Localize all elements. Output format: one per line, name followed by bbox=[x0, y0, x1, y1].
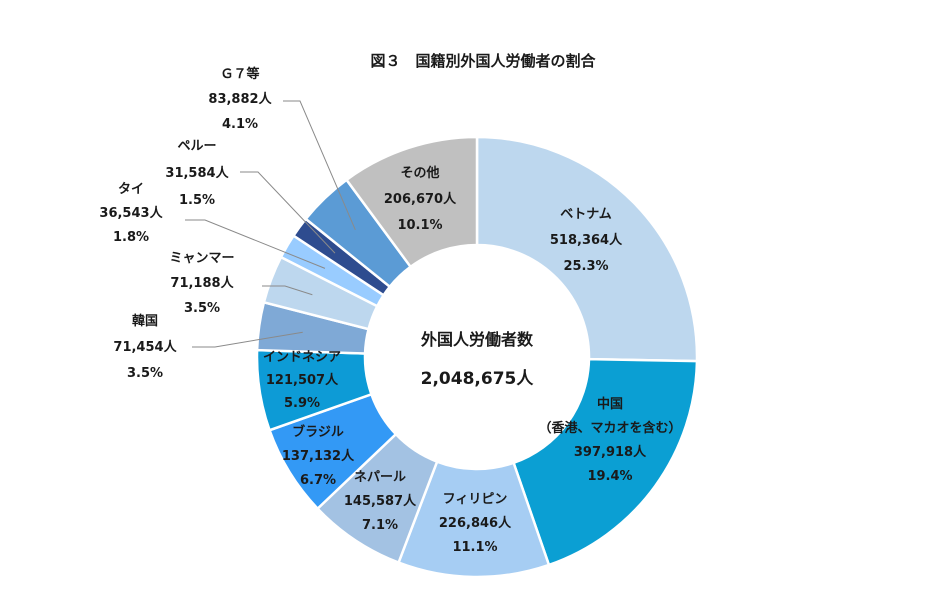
label-g7-line1: Ｇ７等 bbox=[220, 66, 259, 82]
label-g7-line3: 4.1% bbox=[222, 117, 258, 132]
label-myanmar-line2: 71,188人 bbox=[170, 275, 234, 291]
label-vietnam-line1: ベトナム bbox=[560, 207, 612, 222]
label-philippines-line3: 11.1% bbox=[452, 540, 497, 555]
label-nepal-line2: 145,587人 bbox=[344, 493, 417, 509]
label-vietnam-line3: 25.3% bbox=[563, 259, 608, 274]
label-china-line1: 中国 bbox=[597, 396, 623, 412]
center-value: 2,048,675人 bbox=[421, 369, 535, 389]
slices-group bbox=[255, 135, 699, 579]
label-vietnam-line2: 518,364人 bbox=[550, 232, 623, 248]
label-indonesia-line1: インドネシア bbox=[263, 350, 341, 365]
label-philippines-line1: フィリピン bbox=[443, 492, 508, 507]
label-korea-line2: 71,454人 bbox=[113, 339, 177, 355]
label-korea-line1: 韓国 bbox=[132, 313, 158, 329]
slice-other bbox=[344, 135, 479, 269]
label-china-line3: 397,918人 bbox=[574, 444, 647, 460]
leader-lines bbox=[185, 100, 356, 348]
leader-korea bbox=[192, 331, 303, 348]
label-peru-line3: 1.5% bbox=[179, 193, 215, 208]
label-indonesia-line2: 121,507人 bbox=[266, 372, 339, 388]
label-myanmar-line3: 3.5% bbox=[184, 301, 220, 316]
label-other-line3: 10.1% bbox=[397, 218, 442, 233]
label-nepal-line1: ネパール bbox=[354, 470, 406, 485]
label-peru-line2: 31,584人 bbox=[165, 165, 229, 181]
label-thailand-line3: 1.8% bbox=[113, 230, 149, 245]
label-other-line2: 206,670人 bbox=[384, 191, 457, 207]
label-thailand-line1: タイ bbox=[118, 182, 144, 197]
label-korea-line3: 3.5% bbox=[127, 366, 163, 381]
slice-vietnam bbox=[475, 135, 699, 363]
leader-peru bbox=[240, 171, 336, 254]
leader-thailand bbox=[185, 219, 326, 269]
label-nepal-line3: 7.1% bbox=[362, 518, 398, 533]
chart-title: 図３ 国籍別外国人労働者の割合 bbox=[370, 52, 596, 70]
label-brazil-line3: 6.7% bbox=[300, 473, 336, 488]
leader-g7 bbox=[283, 100, 356, 231]
label-myanmar-line1: ミャンマー bbox=[169, 251, 234, 266]
leader-myanmar bbox=[262, 285, 313, 296]
label-brazil-line2: 137,132人 bbox=[282, 448, 355, 464]
label-china-line2: （香港、マカオを含む） bbox=[538, 420, 681, 436]
label-indonesia-line3: 5.9% bbox=[284, 396, 320, 411]
label-brazil-line1: ブラジル bbox=[292, 424, 344, 440]
label-thailand-line2: 36,543人 bbox=[99, 205, 163, 221]
slice-labels: ベトナム 518,364人 25.3% 中国 （香港、マカオを含む） 397,918人 19… bbox=[99, 66, 681, 555]
label-philippines-line2: 226,846人 bbox=[439, 515, 512, 531]
label-g7-line2: 83,882人 bbox=[208, 91, 272, 107]
label-china-line4: 19.4% bbox=[587, 469, 632, 484]
center-label: 外国人労働者数 bbox=[420, 330, 534, 349]
label-other-line1: その他 bbox=[400, 165, 439, 181]
label-peru-line1: ペルー bbox=[177, 139, 216, 154]
slice-china bbox=[512, 357, 699, 567]
